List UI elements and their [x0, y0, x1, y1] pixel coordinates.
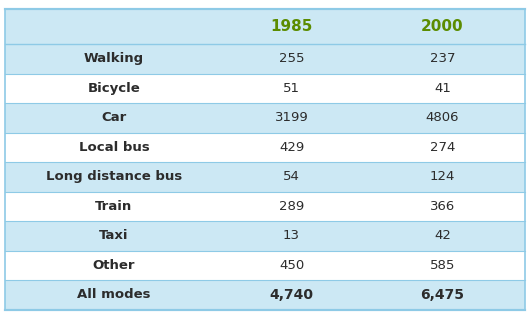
- Text: Taxi: Taxi: [99, 229, 129, 242]
- Text: 54: 54: [283, 170, 300, 183]
- Bar: [5, 9, 525, 44]
- Text: Local bus: Local bus: [78, 141, 149, 154]
- Text: 6,475: 6,475: [420, 288, 465, 302]
- Bar: [5, 280, 525, 310]
- Text: 255: 255: [279, 52, 304, 65]
- Text: Bicycle: Bicycle: [87, 82, 140, 95]
- Text: 429: 429: [279, 141, 304, 154]
- Text: Other: Other: [93, 259, 135, 272]
- Text: 13: 13: [283, 229, 300, 242]
- Text: 42: 42: [434, 229, 451, 242]
- Bar: [5, 44, 525, 74]
- Text: 289: 289: [279, 200, 304, 213]
- Text: 237: 237: [430, 52, 455, 65]
- Text: 274: 274: [430, 141, 455, 154]
- Text: Car: Car: [101, 111, 127, 124]
- Bar: [5, 221, 525, 251]
- Text: 1985: 1985: [270, 19, 313, 34]
- Text: 3199: 3199: [275, 111, 308, 124]
- Text: 4806: 4806: [426, 111, 460, 124]
- Text: 41: 41: [434, 82, 451, 95]
- Text: 585: 585: [430, 259, 455, 272]
- Text: All modes: All modes: [77, 289, 151, 301]
- Text: Walking: Walking: [84, 52, 144, 65]
- Bar: [5, 103, 525, 133]
- Text: 2000: 2000: [421, 19, 464, 34]
- Bar: [5, 191, 525, 221]
- Text: 124: 124: [430, 170, 455, 183]
- Bar: [5, 251, 525, 280]
- Bar: [5, 162, 525, 191]
- Bar: [5, 74, 525, 103]
- Text: 450: 450: [279, 259, 304, 272]
- Text: 4,740: 4,740: [269, 288, 314, 302]
- Bar: [5, 133, 525, 162]
- Text: 366: 366: [430, 200, 455, 213]
- Text: Train: Train: [95, 200, 132, 213]
- Text: Long distance bus: Long distance bus: [46, 170, 182, 183]
- Text: 51: 51: [283, 82, 300, 95]
